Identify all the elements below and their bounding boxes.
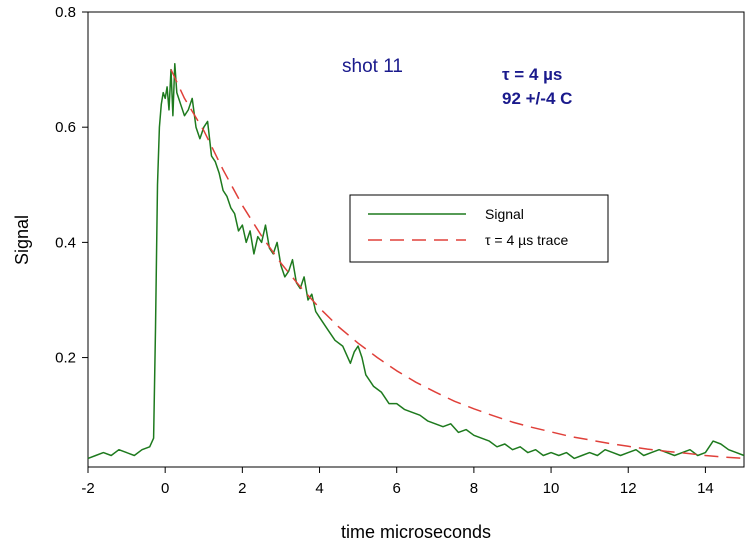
series-layer: [87, 63, 745, 460]
x-axis-ticks: -2 0 2 4 6 8 10 12 14: [81, 467, 714, 497]
y-tick-label: 0.4: [55, 234, 76, 251]
legend-label-signal: Signal: [485, 206, 524, 222]
x-tick-label: 12: [620, 480, 637, 497]
y-axis-title: Signal: [12, 215, 32, 265]
annotation-shot: shot 11: [342, 56, 403, 77]
plot-frame: [87, 11, 745, 468]
x-tick-label: 4: [315, 480, 323, 497]
x-tick-label: 8: [470, 480, 478, 497]
x-tick-label: -2: [81, 480, 94, 497]
signal-series-line: [87, 63, 745, 460]
x-tick-label: 2: [238, 480, 246, 497]
y-tick-label: 0.8: [55, 4, 76, 21]
x-tick-label: 0: [161, 480, 169, 497]
x-axis-title: time microseconds: [341, 522, 491, 542]
x-tick-label: 10: [543, 480, 560, 497]
annotation-temp: 92 +/-4 C: [502, 89, 572, 108]
y-axis-ticks: 0.2 0.4 0.6 0.8: [55, 4, 88, 367]
legend-box: [349, 194, 609, 263]
annotation-tau: τ = 4 µs: [502, 65, 562, 84]
y-tick-label: 0.6: [55, 119, 76, 136]
x-tick-label: 6: [393, 480, 401, 497]
tau-trace-series-line: [170, 69, 745, 460]
y-tick-label: 0.2: [55, 350, 76, 367]
x-tick-label: 14: [697, 480, 714, 497]
legend-label-trace: τ = 4 µs trace: [485, 232, 568, 248]
legend: Signal τ = 4 µs trace: [349, 194, 609, 263]
